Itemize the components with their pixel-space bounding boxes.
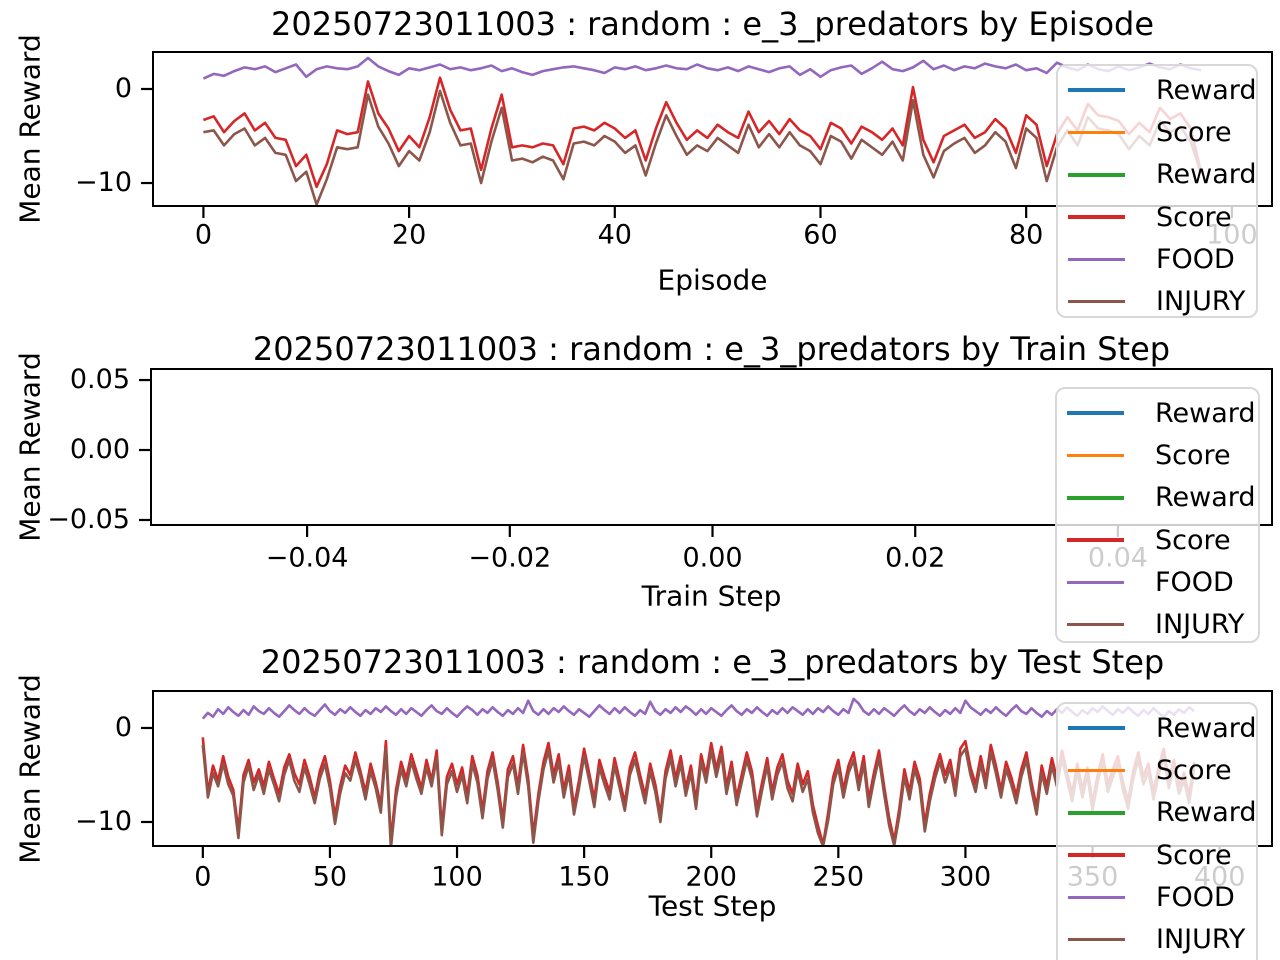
legend-box: Reward Score Reward Score FOOD INJURY [1055,387,1260,643]
x-tick-label: 50 [312,861,348,893]
x-tick-label: 200 [685,861,737,893]
legend-box: Reward Score Reward Score FOOD INJURY [1056,64,1258,318]
legend-line-swatch [1067,538,1124,542]
y-tick-label: 0 [114,72,132,104]
y-tick-label: −0.05 [47,503,130,535]
x-tick-label: 80 [1008,219,1044,251]
y-tick-label: 0 [114,711,132,743]
series-line-food [201,697,1195,720]
x-tick-label: 0 [194,219,213,251]
legend-item-score: Score [1057,434,1258,476]
plot-area [139,368,1273,537]
legend-line-swatch [1068,768,1125,773]
legend-line-swatch [1068,895,1125,900]
legend-line-swatch [1068,130,1125,135]
legend-item-label: INJURY [1155,609,1245,641]
legend-item-score: Score [1058,196,1256,238]
legend-item-food: FOOD [1057,561,1258,603]
legend-item-label: Score [1156,754,1232,786]
axes-frame [152,51,1273,207]
x-tick-label: 150 [558,861,610,893]
x-tick-label: 20 [391,219,427,251]
legend-item-food: FOOD [1058,238,1256,280]
legend-item-reward: Reward [1058,707,1257,749]
series-line-injury [203,89,1203,206]
legend-item-label: FOOD [1155,566,1234,598]
legend-item-label: Reward [1156,159,1257,191]
legend-item-injury: INJURY [1058,280,1256,322]
legend-line-swatch [1067,495,1124,500]
legend-item-label: Reward [1156,712,1257,744]
x-axis-label: Train Step [641,579,782,613]
legend-item-score: Score [1058,111,1256,153]
legend-item-reward: Reward [1057,392,1258,434]
legend-item-score: Score [1058,834,1256,876]
legend-line-swatch [1067,580,1124,585]
x-tick-label: −0.04 [265,542,349,574]
chart-title: 20250723011003 : random : e_3_predators … [270,5,1155,43]
y-tick-label: 0.05 [69,363,130,395]
legend-item-food: FOOD [1058,876,1256,918]
plot-area [141,690,1273,858]
legend-box: Reward Score Reward Score FOOD INJURY [1056,702,1258,960]
legend-line-swatch [1068,937,1125,942]
legend-item-label: INJURY [1156,286,1246,318]
legend-line-swatch [1067,411,1124,415]
legend-item-label: Score [1156,839,1232,871]
x-tick-label: 0.00 [682,542,743,574]
legend-item-label: FOOD [1156,243,1235,275]
legend-item-injury: INJURY [1057,603,1258,645]
legend-item-label: Score [1156,201,1232,233]
x-tick-label: 0 [194,861,212,893]
x-axis-label: Test Step [648,889,777,923]
legend-item-reward: Reward [1058,69,1257,111]
legend-item-label: Reward [1156,74,1257,106]
legend-line-swatch [1068,299,1125,304]
legend-line-swatch [1068,853,1125,857]
legend-item-reward: Reward [1058,792,1257,834]
legend-item-label: Reward [1155,397,1256,429]
legend-item-label: INJURY [1156,924,1246,956]
chart-title: 20250723011003 : random : e_3_predators … [260,643,1165,681]
legend-line-swatch [1068,257,1125,262]
legend-line-swatch [1068,88,1125,92]
x-tick-label: 300 [939,861,992,893]
series-line-food [202,56,1202,80]
x-tick-label: 60 [803,219,838,251]
x-tick-label: 40 [597,219,632,251]
y-tick-label: −10 [75,166,132,198]
x-tick-label: −0.02 [468,542,552,574]
series-line-score [202,76,1203,189]
legend-item-label: FOOD [1156,881,1235,913]
legend-line-swatch [1067,453,1124,458]
x-tick-label: 100 [431,861,483,893]
legend-item-reward: Reward [1057,477,1258,519]
legend-item-label: Score [1155,524,1231,556]
y-tick-label: −10 [75,805,132,837]
x-tick-label: 0.02 [885,542,946,574]
legend-item-injury: INJURY [1058,918,1256,960]
plot-area [141,51,1273,218]
y-tick-label: 0.00 [69,433,130,465]
legend-line-swatch [1068,215,1125,219]
axes-frame [150,368,1273,526]
chart-title: 20250723011003 : random : e_3_predators … [252,330,1171,368]
legend-item-label: Reward [1156,797,1257,829]
legend-item-score: Score [1057,519,1258,561]
series-line-injury [201,744,1196,847]
legend-item-reward: Reward [1058,154,1257,196]
x-tick-label: 250 [812,861,865,893]
legend-line-swatch [1068,172,1125,177]
legend-item-label: Score [1156,116,1232,148]
axes-frame [152,690,1273,847]
x-axis-label: Episode [657,263,768,297]
legend-item-score: Score [1058,749,1256,791]
legend-line-swatch [1067,622,1124,627]
legend-item-label: Reward [1155,482,1256,514]
legend-line-swatch [1068,810,1125,815]
legend-line-swatch [1068,726,1125,730]
legend-item-label: Score [1155,439,1231,471]
